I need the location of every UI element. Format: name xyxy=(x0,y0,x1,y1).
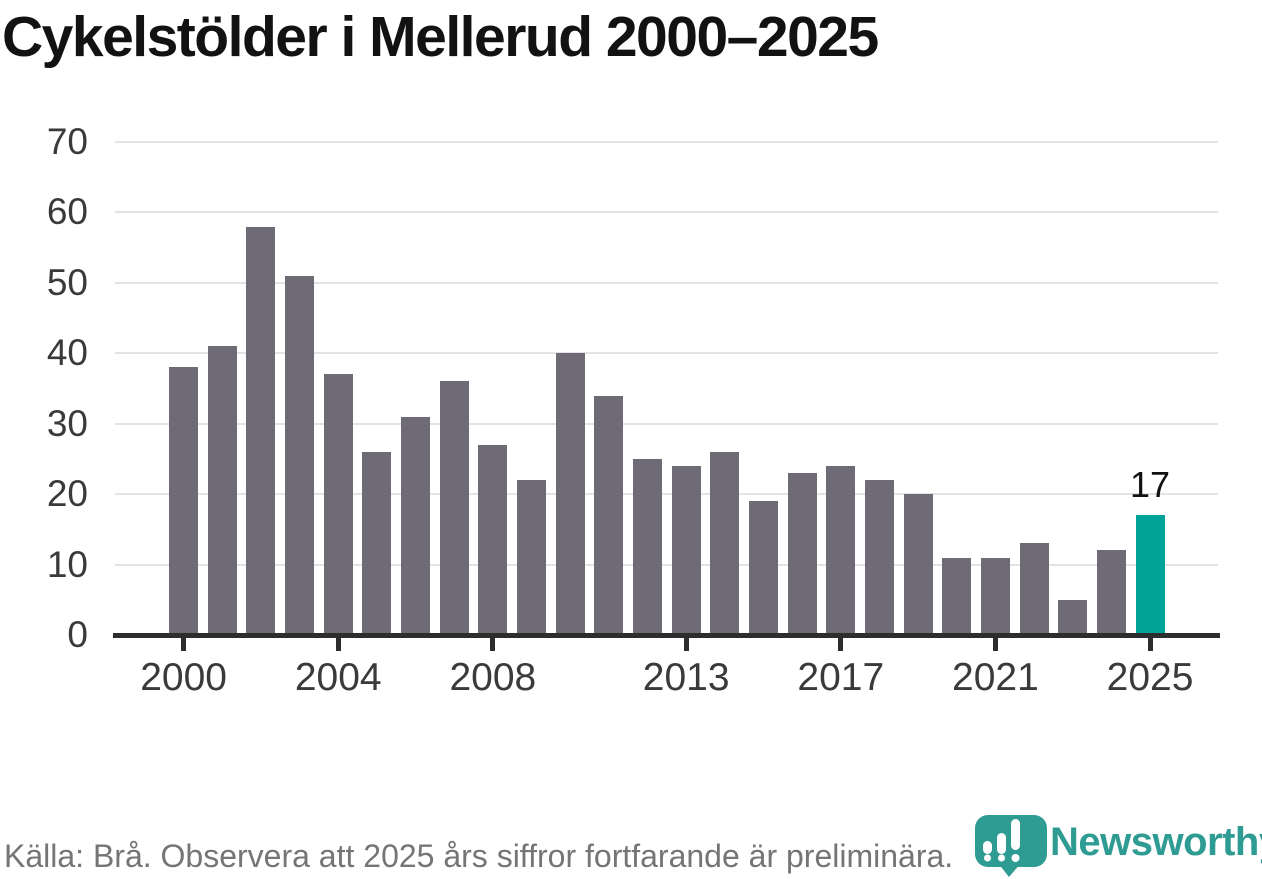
gridline-40 xyxy=(115,352,1218,355)
highlight-value-label: 17 xyxy=(1129,464,1171,506)
x-tick-2000 xyxy=(181,638,187,651)
gridline-70 xyxy=(115,141,1218,143)
bar-2007 xyxy=(439,381,469,635)
bar-2012 xyxy=(632,458,662,635)
x-tick-2025 xyxy=(1147,638,1153,651)
gridline-20 xyxy=(115,493,1218,496)
bar-2019 xyxy=(903,494,933,635)
bar-2025 xyxy=(1135,515,1165,635)
x-tick-label: 2000 xyxy=(140,656,227,699)
x-tick-label: 2004 xyxy=(294,656,382,699)
bar-2020 xyxy=(942,557,972,635)
bar-2005 xyxy=(362,451,392,635)
y-tick-label: 50 xyxy=(46,261,88,303)
y-tick-label: 60 xyxy=(46,191,88,233)
bar-2021 xyxy=(980,557,1010,635)
y-tick-label: 40 xyxy=(46,332,88,374)
newsworthy-pin-barchart-icon xyxy=(975,815,1047,877)
x-tick-label: 2008 xyxy=(449,656,537,699)
gridline-60 xyxy=(115,211,1218,214)
newsworthy-wordmark: Newsworthy xyxy=(1050,820,1262,864)
y-tick-label: 10 xyxy=(46,543,88,585)
gridline-10 xyxy=(115,563,1218,566)
x-tick-2004 xyxy=(335,638,341,651)
bar-2010 xyxy=(555,353,585,635)
x-tick-label: 2021 xyxy=(952,656,1039,699)
bar-2014 xyxy=(710,451,740,635)
x-tick-label: 2017 xyxy=(797,656,885,699)
x-tick-2008 xyxy=(490,638,496,651)
bar-2001 xyxy=(207,346,237,635)
y-tick-label: 20 xyxy=(46,473,88,515)
bar-2016 xyxy=(787,473,817,635)
bar-2013 xyxy=(671,465,701,635)
bar-2008 xyxy=(478,444,508,635)
bar-2006 xyxy=(401,416,431,635)
x-tick-label: 2025 xyxy=(1106,656,1194,699)
bar-2003 xyxy=(285,275,315,635)
x-tick-2013 xyxy=(683,638,689,651)
gridline-50 xyxy=(115,281,1218,284)
x-axis-line xyxy=(113,633,1220,638)
bar-2018 xyxy=(864,480,894,635)
y-tick-label: 0 xyxy=(67,614,88,655)
bar-2009 xyxy=(517,480,546,635)
bar-2004 xyxy=(323,374,353,635)
source-note: Källa: Brå. Observera att 2025 års siffr… xyxy=(4,838,954,874)
y-tick-label: 70 xyxy=(46,121,88,162)
x-tick-label: 2013 xyxy=(642,656,730,699)
bar-2017 xyxy=(826,465,856,635)
bar-2023 xyxy=(1058,599,1088,635)
x-tick-2017 xyxy=(838,638,844,651)
bar-2011 xyxy=(594,395,624,635)
bar-2024 xyxy=(1096,550,1126,635)
bar-2000 xyxy=(169,367,199,635)
gridline-30 xyxy=(115,422,1218,425)
bar-2002 xyxy=(246,226,276,635)
y-tick-label: 30 xyxy=(46,402,88,444)
bar-2015 xyxy=(748,501,778,635)
chart-title: Cykelstölder i Mellerud 2000–2025 xyxy=(2,5,879,69)
x-tick-2021 xyxy=(992,638,998,651)
bar-2022 xyxy=(1019,543,1049,635)
